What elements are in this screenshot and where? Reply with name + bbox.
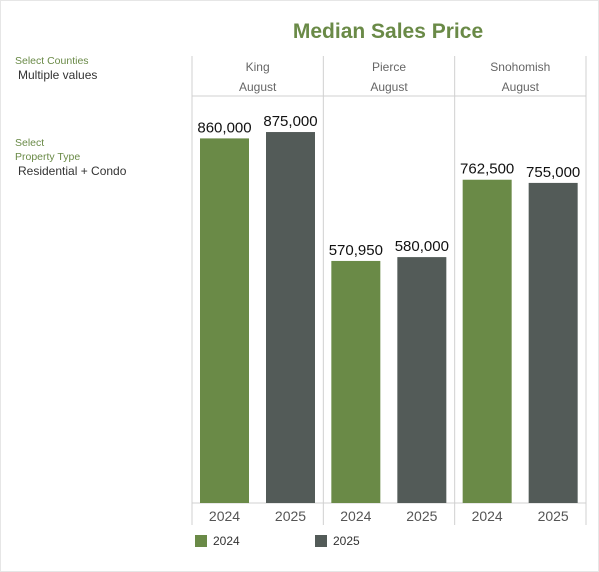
property-type-filter-label-line2: Property Type [15,151,81,163]
data-label-pierce-2024: 570,950 [329,242,383,259]
legend-swatch-2025 [315,535,327,547]
chart-title: Median Sales Price [292,20,484,43]
data-label-king-2025: 875,000 [263,113,317,130]
panel-subheader-snohomish: August [502,80,540,94]
legend-swatch-2024 [195,535,207,547]
property-type-filter-label-line1: Select [15,137,45,149]
legend-label-2024: 2024 [213,534,240,548]
x-tick-label-pierce-2024: 2024 [340,508,371,524]
bar-chart: King August 860,000 2024 875,000 2025 Pierce Au… [191,56,587,525]
data-label-pierce-2025: 580,000 [395,238,449,255]
panel-header-snohomish: Snohomish [490,60,550,74]
x-tick-label-pierce-2025: 2025 [406,508,437,524]
bar-snohomish-2024 [462,179,512,504]
legend-label-2025: 2025 [333,534,360,548]
x-tick-label-snohomish-2024: 2024 [472,508,503,524]
bar-pierce-2024 [331,260,381,503]
legend-item-2024[interactable]: 2024 [195,534,240,548]
x-tick-label-snohomish-2025: 2025 [538,508,569,524]
bar-king-2025 [266,132,315,504]
data-label-snohomish-2025: 755,000 [526,164,580,181]
panel-subheader-king: August [239,80,277,94]
bar-snohomish-2025 [528,182,578,504]
data-label-snohomish-2024: 762,500 [460,161,514,178]
x-tick-label-king-2024: 2024 [209,508,240,524]
panel-header-pierce: Pierce [372,60,406,74]
x-tick-label-king-2025: 2025 [275,508,306,524]
property-type-filter-value[interactable]: Residential + Condo [18,164,127,178]
panel-subheader-pierce: August [370,80,408,94]
counties-filter-value[interactable]: Multiple values [18,68,98,82]
panel-header-king: King [246,60,270,74]
legend-item-2025[interactable]: 2025 [315,534,360,548]
counties-filter-label: Select Counties [15,55,89,67]
bar-pierce-2025 [397,257,447,503]
bar-king-2024 [200,138,249,504]
data-label-king-2024: 860,000 [197,119,251,136]
